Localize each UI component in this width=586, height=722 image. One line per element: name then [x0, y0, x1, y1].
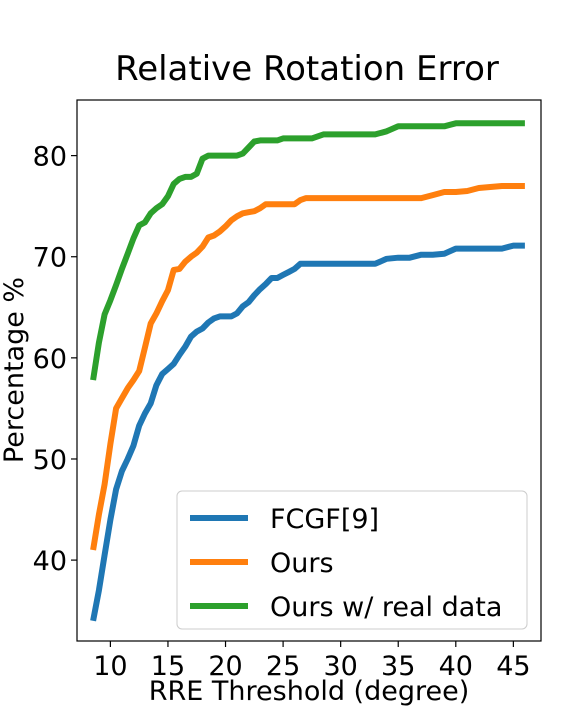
x-tick-label: 45: [496, 651, 530, 682]
y-tick-label: 40: [33, 546, 67, 577]
x-tick-label: 10: [93, 651, 127, 682]
series-group: [90, 120, 525, 622]
y-tick-label: 50: [33, 445, 67, 476]
legend-label-3: Ours w/ real data: [270, 592, 502, 623]
legend-box: [176, 490, 528, 630]
series-line-3: [90, 120, 525, 381]
y-tick-label: 60: [33, 344, 67, 375]
x-tick-label: 25: [266, 651, 300, 682]
x-tick-label: 30: [323, 651, 357, 682]
plot-frame: [76, 99, 542, 642]
series-line-2: [90, 183, 525, 551]
y-tick-label: 80: [33, 142, 67, 173]
x-tick-label: 35: [381, 651, 415, 682]
legend-label-1: FCGF[9]: [270, 504, 379, 535]
y-axis: 40 50 60 70 80: [33, 142, 77, 577]
y-axis-label: Percentage %: [0, 277, 30, 463]
legend: FCGF[9] Ours Ours w/ real data: [176, 490, 528, 630]
x-tick-label: 15: [151, 651, 185, 682]
series-line-1: [90, 242, 525, 622]
x-axis: 10 15 20 25 30 35 40 45: [93, 641, 531, 682]
x-axis-label: RRE Threshold (degree): [149, 676, 470, 707]
x-tick-label: 20: [208, 651, 242, 682]
legend-label-2: Ours: [270, 548, 334, 579]
y-tick-label: 70: [33, 243, 67, 274]
chart-title: Relative Rotation Error: [115, 49, 499, 89]
x-tick-label: 40: [439, 651, 473, 682]
